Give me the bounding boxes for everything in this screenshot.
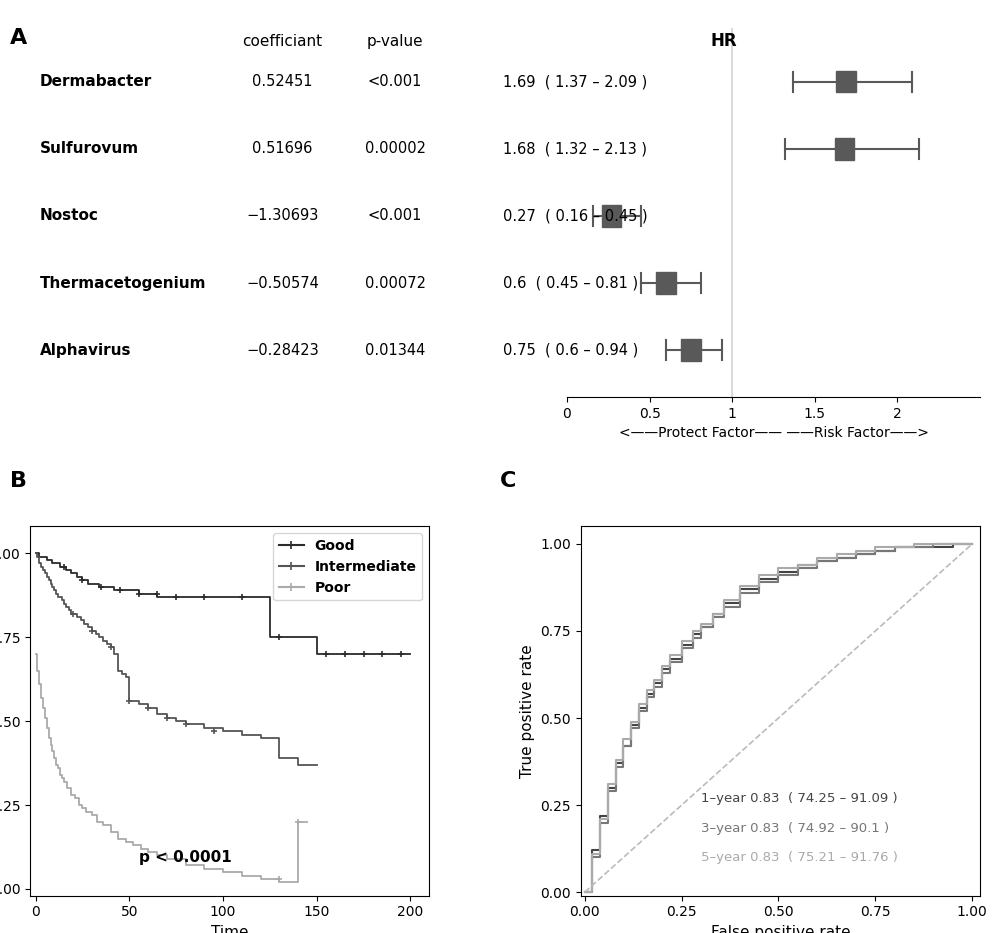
Text: coefficiant: coefficiant [242,34,322,49]
Text: 1.69  ( 1.37 – 2.09 ): 1.69 ( 1.37 – 2.09 ) [503,75,647,90]
Text: 0.01344: 0.01344 [365,342,425,357]
Text: 3–year 0.83  ( 74.92 – 90.1 ): 3–year 0.83 ( 74.92 – 90.1 ) [701,822,889,835]
X-axis label: Time: Time [211,925,248,933]
Text: 0.75  ( 0.6 – 0.94 ): 0.75 ( 0.6 – 0.94 ) [503,342,638,357]
Text: −1.30693: −1.30693 [246,208,319,224]
Text: 0.51696: 0.51696 [252,141,313,157]
Text: Alphavirus: Alphavirus [40,342,132,357]
X-axis label: <——Protect Factor—— ——Risk Factor——>: <——Protect Factor—— ——Risk Factor——> [619,426,928,440]
Text: 0.52451: 0.52451 [252,75,313,90]
Text: −0.28423: −0.28423 [246,342,319,357]
Text: p < 0.0001: p < 0.0001 [139,850,231,865]
Text: 1.68  ( 1.32 – 2.13 ): 1.68 ( 1.32 – 2.13 ) [503,141,647,157]
Text: 0.27  ( 0.16 – 0.45 ): 0.27 ( 0.16 – 0.45 ) [503,208,647,224]
Text: C: C [500,471,516,491]
Text: 1–year 0.83  ( 74.25 – 91.09 ): 1–year 0.83 ( 74.25 – 91.09 ) [701,792,897,805]
Bar [602,205,621,227]
Text: <0.001: <0.001 [368,208,422,224]
Bar [835,138,854,160]
Text: B: B [10,471,27,491]
Text: A: A [10,28,27,48]
Bar [656,272,676,294]
Bar [681,340,701,361]
Text: Dermabacter: Dermabacter [40,75,152,90]
Text: Sulfurovum: Sulfurovum [40,141,139,157]
Text: 5–year 0.83  ( 75.21 – 91.76 ): 5–year 0.83 ( 75.21 – 91.76 ) [701,852,897,864]
Text: <0.001: <0.001 [368,75,422,90]
Text: 0.6  ( 0.45 – 0.81 ): 0.6 ( 0.45 – 0.81 ) [503,275,638,290]
Text: 0.00072: 0.00072 [365,275,426,290]
Bar [836,71,856,92]
Y-axis label: True positive rate: True positive rate [520,644,535,778]
Text: Thermacetogenium: Thermacetogenium [40,275,207,290]
Text: 0.00002: 0.00002 [365,141,426,157]
Text: p-value: p-value [367,34,423,49]
X-axis label: False positive rate: False positive rate [711,925,850,933]
Text: HR: HR [711,33,737,50]
Text: −0.50574: −0.50574 [246,275,319,290]
Legend: Good, Intermediate, Poor: Good, Intermediate, Poor [273,534,422,601]
Text: Nostoc: Nostoc [40,208,99,224]
